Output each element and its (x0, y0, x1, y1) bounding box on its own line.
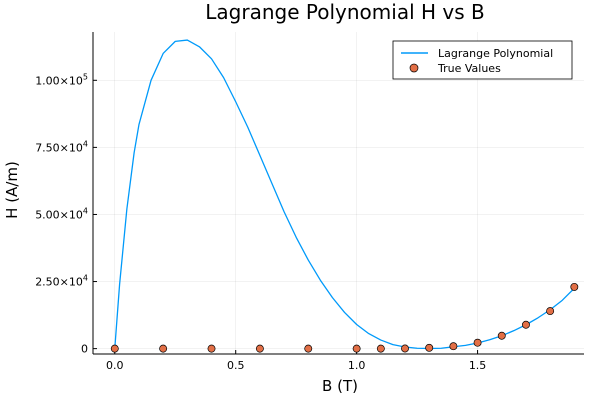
data-point-true-values (207, 344, 216, 353)
axes-layer: 0.0 0.5 1.0 1.502.50×1045.00×1047.50×1041.0… (35, 32, 584, 372)
data-point-true-values (522, 320, 530, 329)
y-tick-label: 2.50×104 (35, 274, 88, 289)
y-tick-mantissa: 5.00×10 (35, 208, 83, 221)
y-tick-exponent: 5 (83, 72, 88, 81)
data-point-true-values (255, 344, 264, 353)
data-point-true-values (352, 344, 361, 353)
y-tick-exponent: 4 (83, 139, 88, 148)
legend-label: Lagrange Polynomial (438, 47, 553, 60)
legend-label: True Values (437, 62, 501, 75)
series-line-lagrange-polynomial (114, 39, 575, 350)
x-tick-label: 1.5 (469, 359, 487, 372)
y-tick-mantissa: 0 (81, 343, 88, 356)
legend-marker-swatch (409, 63, 419, 73)
data-point-true-values (304, 344, 313, 353)
grid-layer (93, 32, 584, 354)
data-point-true-values (546, 307, 555, 316)
y-tick-mantissa: 1.00×10 (35, 74, 83, 87)
y-tick-exponent: 4 (83, 274, 88, 283)
data-point-true-values (376, 344, 385, 353)
data-point-true-values (401, 344, 409, 353)
y-tick-mantissa: 7.50×10 (35, 141, 83, 154)
y-tick-exponent: 4 (83, 206, 88, 215)
y-axis-label: H (A/m) (3, 161, 21, 219)
legend: Lagrange Polynomial True Values (392, 40, 573, 80)
data-point-true-values (110, 344, 119, 353)
data-point-true-values (497, 331, 506, 340)
y-tick-label: 0 (81, 343, 88, 356)
data-point-true-values (473, 338, 482, 347)
data-point-true-values (449, 342, 458, 351)
y-tick-label: 5.00×104 (35, 206, 88, 221)
chart-title: Lagrange Polynomial H vs B (205, 0, 484, 24)
data-point-true-values (425, 343, 434, 352)
y-tick-mantissa: 2.50×10 (35, 276, 83, 289)
y-tick-label: 7.50×104 (35, 139, 88, 154)
data-point-true-values (159, 344, 168, 353)
data-point-true-values (570, 282, 579, 291)
y-tick-label: 1.00×105 (35, 72, 88, 87)
x-axis-label: B (T) (322, 377, 358, 395)
legend-box (392, 40, 573, 80)
x-tick-label: 1.0 (348, 359, 366, 372)
series-layer (110, 39, 579, 353)
x-tick-label: 0.0 (106, 359, 124, 372)
x-tick-label: 0.5 (227, 359, 245, 372)
